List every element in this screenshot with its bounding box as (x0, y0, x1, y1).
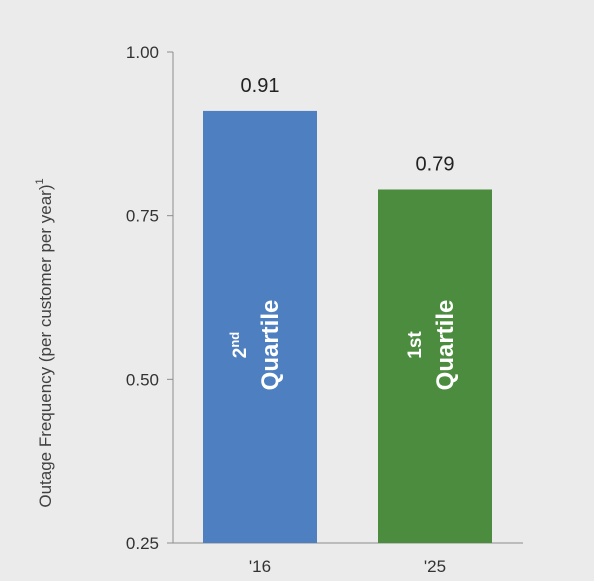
x-tick-label: '25 (424, 557, 446, 576)
bar-inner-label: 2nd Quartile (227, 300, 284, 391)
bar-inner-label: 1st Quartile (405, 300, 459, 391)
bar-value-label: 0.91 (241, 75, 280, 97)
bar-quartile-word: Quartile (432, 300, 459, 391)
bar (203, 110, 317, 544)
bar-quartile-rank: 1st (405, 331, 426, 359)
bar-quartile-rank: 2nd (227, 332, 251, 359)
y-axis-label-text: Outage Frequency (per customer per year) (36, 184, 55, 507)
bar-quartile-word: Quartile (257, 300, 284, 391)
y-tick-label: 1.00 (126, 43, 159, 62)
y-axis-label: Outage Frequency (per customer per year)… (34, 178, 55, 507)
y-tick-label: 0.75 (126, 207, 159, 226)
y-tick-label: 0.25 (126, 534, 159, 553)
y-tick-label: 0.50 (126, 370, 159, 389)
x-tick-label: '16 (249, 557, 271, 576)
y-axis-label-superscript: 1 (34, 178, 46, 184)
bar-value-label: 0.79 (416, 153, 455, 175)
bar (378, 189, 492, 544)
